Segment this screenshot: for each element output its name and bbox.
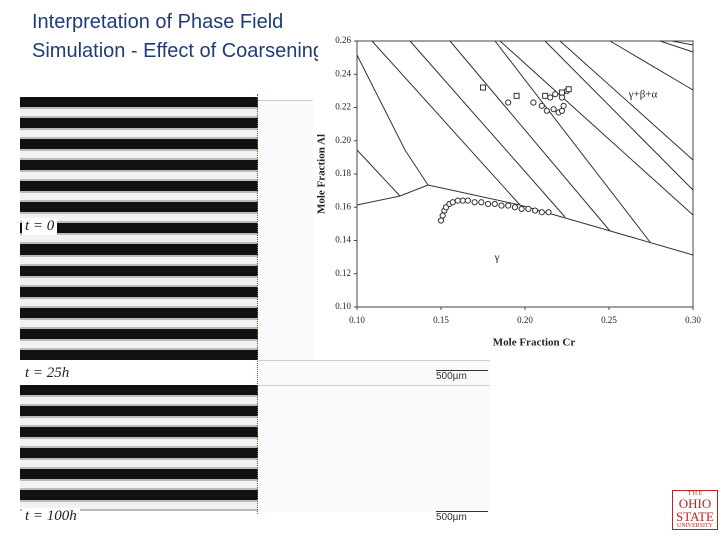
data-point xyxy=(464,197,471,204)
phase-boundaries xyxy=(356,40,694,256)
logo-text: UNIVERSITY xyxy=(677,523,713,529)
data-point xyxy=(471,199,478,206)
data-point xyxy=(530,99,537,106)
data-point xyxy=(538,209,545,216)
micrograph xyxy=(20,97,258,245)
data-point xyxy=(513,92,520,99)
data-point xyxy=(550,106,557,113)
scale-bar: 500µm xyxy=(436,511,488,523)
data-point xyxy=(545,209,552,216)
data-point xyxy=(459,197,466,204)
data-point xyxy=(437,217,445,224)
data-point xyxy=(525,205,532,213)
y-tick-label: 0.16 xyxy=(335,201,351,211)
y-tick-label: 0.14 xyxy=(335,235,351,245)
y-tick-label: 0.12 xyxy=(335,268,351,278)
y-tick-label: 0.26 xyxy=(335,35,351,45)
data-point xyxy=(542,92,549,99)
data-point xyxy=(480,84,486,91)
annotation: γ+β+α xyxy=(628,89,658,101)
x-tick-label: 0.30 xyxy=(685,315,701,325)
data-point xyxy=(478,199,485,206)
data-point xyxy=(505,99,512,106)
data-point xyxy=(560,102,567,109)
micrograph xyxy=(20,245,258,360)
y-axis-label: Mole Fraction Al xyxy=(316,134,328,214)
annotation: γ xyxy=(494,252,500,264)
micrograph-background xyxy=(258,385,490,512)
x-tick-label: 0.10 xyxy=(349,315,365,325)
logo-text: STATE xyxy=(676,509,714,524)
micrograph xyxy=(20,385,258,511)
university-logo: T H E OHIO STATE UNIVERSITY xyxy=(672,490,718,530)
data-point xyxy=(543,107,550,114)
data-point xyxy=(449,199,456,206)
x-tick-label: 0.15 xyxy=(433,315,449,325)
phase-diagram: 0.10 0.12 0.14 0.16 0.18 0.20 0.22 0.24 0.26 0.10… xyxy=(315,28,704,358)
micrograph-background xyxy=(258,100,313,361)
y-tick-label: 0.24 xyxy=(335,68,351,78)
micrograph-background xyxy=(258,360,490,386)
slide-title: Interpretation of Phase Field Simulation… xyxy=(32,11,325,62)
data-point xyxy=(552,91,559,98)
data-point xyxy=(505,202,512,209)
data-point xyxy=(511,204,519,211)
chart-background xyxy=(318,28,704,358)
y-tick-label: 0.22 xyxy=(335,102,351,112)
x-tick-label: 0.20 xyxy=(517,315,533,325)
data-point xyxy=(558,107,566,114)
data-point xyxy=(565,86,572,93)
y-tick-label: 0.20 xyxy=(335,135,351,145)
data-point xyxy=(538,102,545,109)
divider xyxy=(257,94,258,514)
x-tick-label: 0.25 xyxy=(601,315,617,325)
data-point xyxy=(491,200,498,208)
data-point xyxy=(558,94,566,101)
y-tick-label: 0.18 xyxy=(335,168,351,178)
panel-label: t = 25h xyxy=(22,365,73,382)
data-point xyxy=(484,200,492,208)
data-point xyxy=(547,94,554,101)
data-point xyxy=(558,89,565,96)
data-point xyxy=(518,205,525,213)
scale-bar: 500µm xyxy=(436,370,488,382)
data-point xyxy=(454,197,461,204)
panel-label: t = 100h xyxy=(22,508,80,525)
data-point xyxy=(439,212,446,219)
logo-text: OHIO xyxy=(678,496,712,511)
y-tick-label: 0.10 xyxy=(335,301,351,311)
x-axis-label: Mole Fraction Cr xyxy=(493,337,576,349)
panel-label: t = 0 xyxy=(22,218,58,235)
logo-text: T H E xyxy=(687,491,703,497)
data-point xyxy=(498,202,505,209)
data-point xyxy=(531,207,539,214)
